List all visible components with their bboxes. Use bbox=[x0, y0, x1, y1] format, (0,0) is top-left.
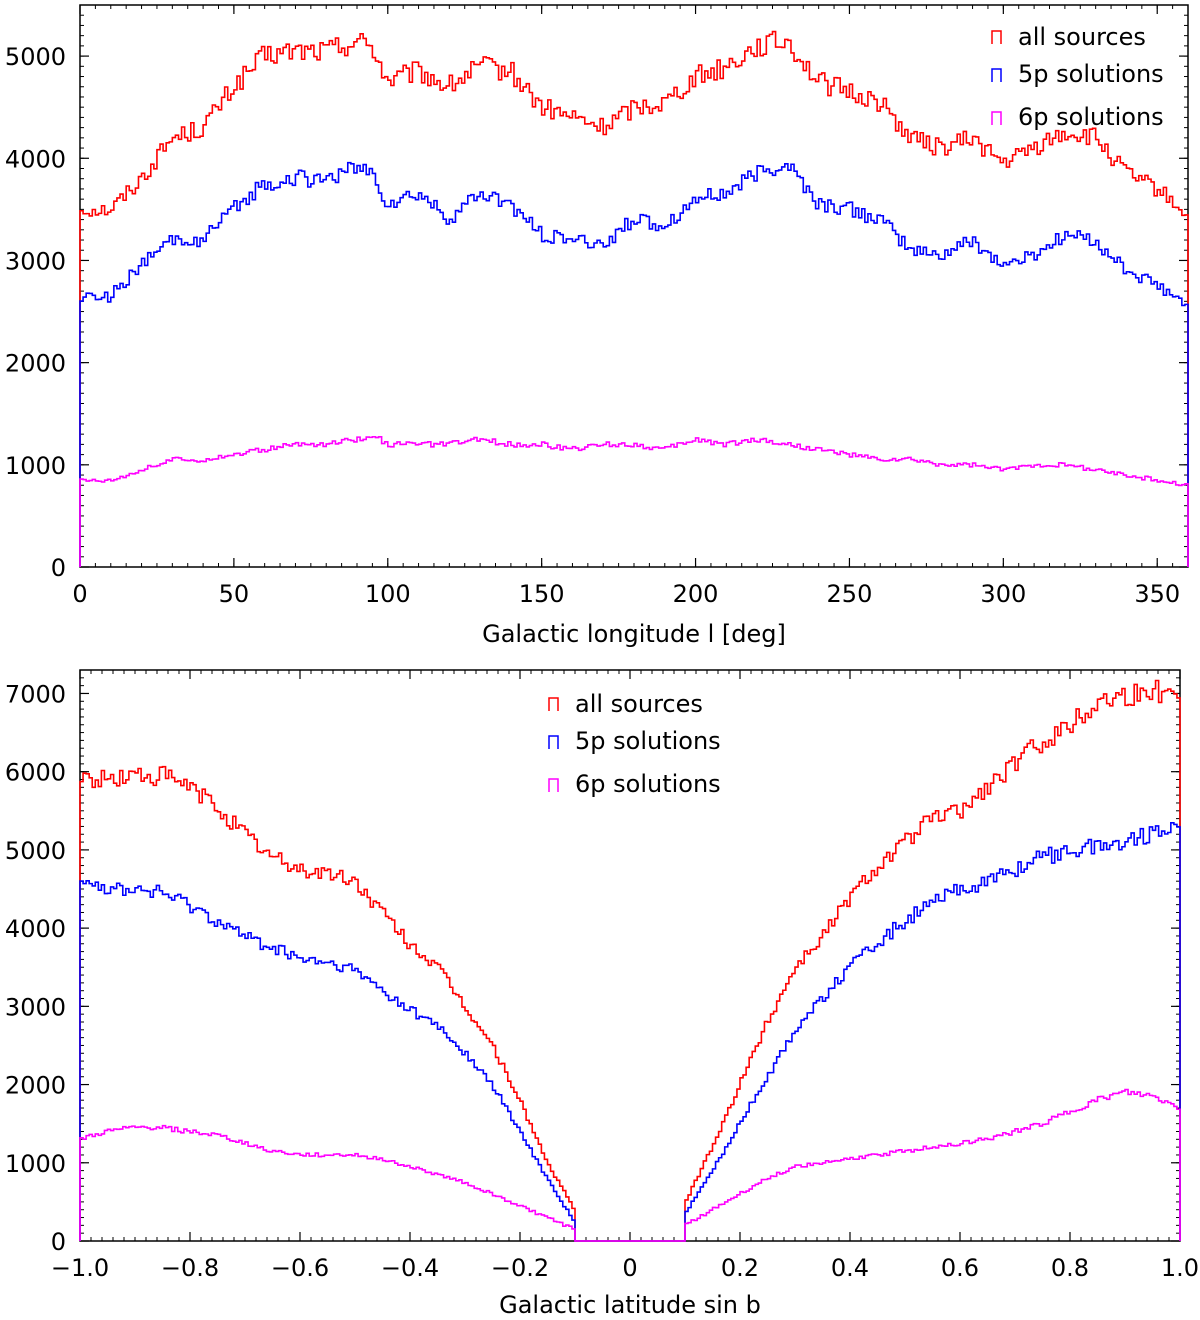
legend-label-all-sources: all sources bbox=[1018, 23, 1146, 51]
x-tick-label: 100 bbox=[365, 580, 411, 608]
y-tick-label: 7000 bbox=[5, 680, 66, 708]
x-tick-label: 150 bbox=[519, 580, 565, 608]
panel-latitude: −1.0 −0.8 −0.6 −0.4 −0.2 0 0.2 0.4 0.6 0.8 1.0 0 10… bbox=[5, 669, 1199, 1319]
y-tick-label: 5000 bbox=[5, 837, 66, 865]
x-axis-label-bottom: Galactic latitude sin b bbox=[499, 1291, 761, 1319]
legend-marker-all-sources bbox=[991, 30, 1002, 44]
x-tick-label: 50 bbox=[219, 580, 250, 608]
x-tick-label: 0.4 bbox=[831, 1254, 869, 1282]
y-tick-label: 4000 bbox=[5, 145, 66, 173]
legend-label-all-sources: all sources bbox=[575, 690, 703, 718]
x-tick-label: −0.4 bbox=[381, 1254, 439, 1282]
series-line-5p-solutions bbox=[79, 161, 1189, 567]
y-axis-ticks-top: 0 1000 2000 3000 4000 5000 bbox=[5, 4, 1188, 582]
x-axis-ticks-bottom: −1.0 −0.8 −0.6 −0.4 −0.2 0 0.2 0.4 0.6 0.8 1.0 bbox=[51, 670, 1199, 1282]
x-tick-label: 250 bbox=[827, 580, 873, 608]
y-tick-label: 2000 bbox=[5, 350, 66, 378]
series-group-bottom bbox=[79, 679, 1181, 1242]
x-tick-label: 0.6 bbox=[941, 1254, 979, 1282]
x-tick-label: −1.0 bbox=[51, 1254, 109, 1282]
x-tick-label: 200 bbox=[673, 580, 719, 608]
legend-label-5p: 5p solutions bbox=[1018, 60, 1164, 88]
x-tick-label: 0 bbox=[622, 1254, 637, 1282]
plot-frame-bottom bbox=[79, 669, 1181, 1242]
y-tick-label: 0 bbox=[51, 1228, 66, 1256]
y-tick-label: 1000 bbox=[5, 452, 66, 480]
y-tick-label: 5000 bbox=[5, 43, 66, 71]
legend-marker-6p bbox=[991, 111, 1002, 125]
y-axis-ticks-bottom: 0 1000 2000 3000 4000 5000 6000 7000 bbox=[5, 669, 1180, 1256]
x-tick-label: 350 bbox=[1134, 580, 1180, 608]
plot-frame-top bbox=[79, 4, 1189, 568]
x-tick-label: 1.0 bbox=[1161, 1254, 1199, 1282]
x-tick-label: 300 bbox=[980, 580, 1026, 608]
legend-label-6p: 6p solutions bbox=[575, 770, 721, 798]
legend-marker-5p bbox=[991, 68, 1002, 82]
x-tick-label: −0.2 bbox=[491, 1254, 549, 1282]
legend-top: all sources 5p solutions 6p solutions bbox=[991, 23, 1164, 131]
series-line-5p-solutions bbox=[79, 822, 1181, 1242]
legend-marker-all-sources bbox=[548, 697, 559, 711]
panel-longitude: 0 50 100 150 200 250 300 350 0 1000 2000 3000 4000 5… bbox=[5, 4, 1189, 648]
y-tick-label: 2000 bbox=[5, 1072, 66, 1100]
x-tick-label: 0 bbox=[72, 580, 87, 608]
y-tick-label: 3000 bbox=[5, 247, 66, 275]
y-tick-label: 3000 bbox=[5, 993, 66, 1021]
series-line-all-sources bbox=[79, 30, 1189, 567]
x-tick-label: 0.2 bbox=[721, 1254, 759, 1282]
series-group-top bbox=[79, 30, 1189, 567]
y-tick-label: 0 bbox=[51, 554, 66, 582]
x-tick-label: −0.6 bbox=[271, 1254, 329, 1282]
legend-label-5p: 5p solutions bbox=[575, 727, 721, 755]
legend-bottom: all sources 5p solutions 6p solutions bbox=[548, 690, 721, 798]
x-tick-label: 0.8 bbox=[1051, 1254, 1089, 1282]
legend-marker-6p bbox=[548, 778, 559, 792]
series-line-6p-solutions bbox=[79, 435, 1189, 567]
y-tick-label: 6000 bbox=[5, 759, 66, 787]
x-axis-label-top: Galactic longitude l [deg] bbox=[482, 620, 786, 648]
x-tick-label: −0.8 bbox=[161, 1254, 219, 1282]
x-axis-ticks-top: 0 50 100 150 200 250 300 350 bbox=[72, 5, 1189, 608]
y-tick-label: 4000 bbox=[5, 915, 66, 943]
legend-marker-5p bbox=[548, 735, 559, 749]
y-tick-label: 1000 bbox=[5, 1150, 66, 1178]
series-line-all-sources bbox=[79, 679, 1181, 1242]
series-line-6p-solutions bbox=[79, 1088, 1181, 1242]
legend-label-6p: 6p solutions bbox=[1018, 103, 1164, 131]
